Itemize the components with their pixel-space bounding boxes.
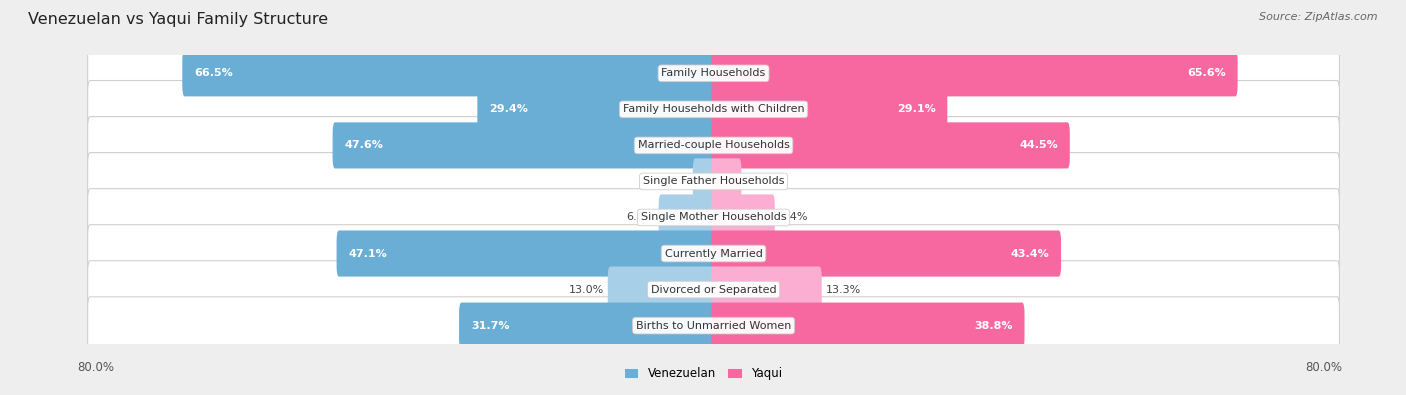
FancyBboxPatch shape xyxy=(87,81,1340,138)
Text: Married-couple Households: Married-couple Households xyxy=(637,140,790,150)
Text: 38.8%: 38.8% xyxy=(974,321,1012,331)
Text: 29.1%: 29.1% xyxy=(897,104,935,115)
FancyBboxPatch shape xyxy=(87,152,1340,210)
Text: 47.6%: 47.6% xyxy=(344,140,384,150)
Legend: Venezuelan, Yaqui: Venezuelan, Yaqui xyxy=(619,363,787,385)
Text: Family Households with Children: Family Households with Children xyxy=(623,104,804,115)
FancyBboxPatch shape xyxy=(711,86,948,132)
Text: Single Mother Households: Single Mother Households xyxy=(641,213,786,222)
FancyBboxPatch shape xyxy=(87,45,1340,102)
Text: 31.7%: 31.7% xyxy=(471,321,509,331)
FancyBboxPatch shape xyxy=(658,194,716,241)
Text: 13.0%: 13.0% xyxy=(568,284,603,295)
Text: 44.5%: 44.5% xyxy=(1019,140,1057,150)
FancyBboxPatch shape xyxy=(336,230,716,276)
Text: Births to Unmarried Women: Births to Unmarried Women xyxy=(636,321,792,331)
FancyBboxPatch shape xyxy=(607,267,716,313)
FancyBboxPatch shape xyxy=(711,303,1025,349)
Text: Family Households: Family Households xyxy=(661,68,766,78)
Text: 7.4%: 7.4% xyxy=(779,213,807,222)
Text: 43.4%: 43.4% xyxy=(1011,248,1049,259)
FancyBboxPatch shape xyxy=(693,158,716,205)
Text: 80.0%: 80.0% xyxy=(1306,361,1343,374)
Text: 13.3%: 13.3% xyxy=(825,284,860,295)
Text: 65.6%: 65.6% xyxy=(1187,68,1226,78)
FancyBboxPatch shape xyxy=(87,297,1340,354)
FancyBboxPatch shape xyxy=(478,86,716,132)
FancyBboxPatch shape xyxy=(87,189,1340,246)
FancyBboxPatch shape xyxy=(711,50,1237,96)
FancyBboxPatch shape xyxy=(183,50,716,96)
Text: Source: ZipAtlas.com: Source: ZipAtlas.com xyxy=(1260,12,1378,22)
FancyBboxPatch shape xyxy=(711,230,1062,276)
FancyBboxPatch shape xyxy=(711,267,821,313)
FancyBboxPatch shape xyxy=(460,303,716,349)
Text: 29.4%: 29.4% xyxy=(489,104,529,115)
Text: 80.0%: 80.0% xyxy=(77,361,114,374)
Text: 6.6%: 6.6% xyxy=(627,213,655,222)
Text: Currently Married: Currently Married xyxy=(665,248,762,259)
FancyBboxPatch shape xyxy=(711,194,775,241)
FancyBboxPatch shape xyxy=(711,122,1070,169)
Text: Single Father Households: Single Father Households xyxy=(643,177,785,186)
FancyBboxPatch shape xyxy=(87,261,1340,318)
FancyBboxPatch shape xyxy=(87,117,1340,174)
Text: 2.3%: 2.3% xyxy=(661,177,689,186)
Text: 66.5%: 66.5% xyxy=(194,68,233,78)
Text: 47.1%: 47.1% xyxy=(349,248,387,259)
Text: Venezuelan vs Yaqui Family Structure: Venezuelan vs Yaqui Family Structure xyxy=(28,12,328,27)
FancyBboxPatch shape xyxy=(711,158,741,205)
Text: 3.2%: 3.2% xyxy=(745,177,773,186)
FancyBboxPatch shape xyxy=(87,225,1340,282)
Text: Divorced or Separated: Divorced or Separated xyxy=(651,284,776,295)
FancyBboxPatch shape xyxy=(333,122,716,169)
